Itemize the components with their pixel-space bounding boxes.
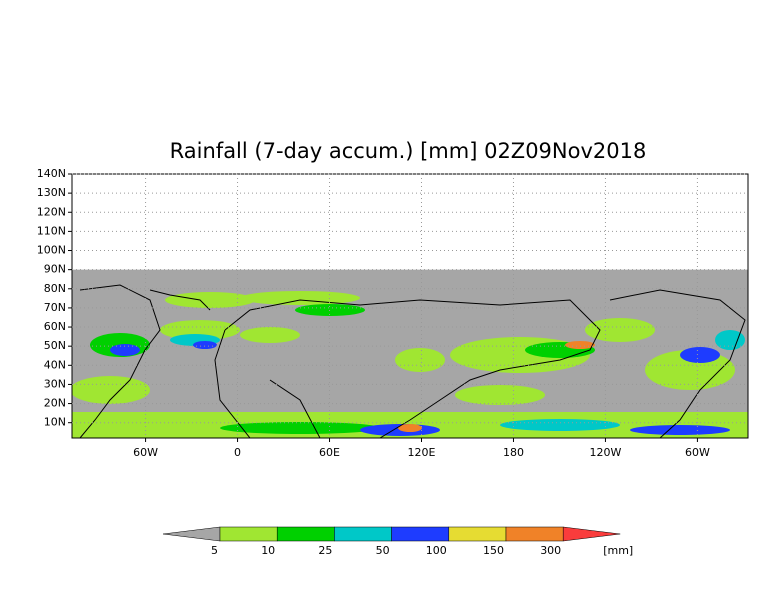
rain-patch: [680, 347, 720, 363]
y-tick-label: 10N: [44, 416, 66, 429]
y-tick-label: 80N: [44, 282, 66, 295]
y-tick-label: 120N: [37, 205, 66, 218]
coastline: [149, 289, 211, 311]
colorbar-label: 150: [483, 544, 504, 557]
x-tick-label: 0: [234, 446, 241, 459]
rain-patch: [500, 419, 620, 431]
colorbar-label: 100: [426, 544, 447, 557]
axes: 10N 20N 30N 40N 50N 60N 70N 80N 90N 100N 110N 120N 1…: [37, 167, 748, 459]
coastline: [214, 329, 321, 438]
colorbar-unit: [mm]: [603, 544, 633, 557]
colorbar-over: [562, 526, 621, 542]
colorbar-box: [334, 526, 392, 542]
colorbar-label: 300: [540, 544, 561, 557]
colorbar-under: [162, 526, 221, 542]
colorbar-box: [505, 526, 564, 542]
x-tick-label: 120W: [590, 446, 622, 459]
colorbar-box: [391, 526, 450, 542]
y-tick-label: 20N: [44, 397, 66, 410]
rain-patch: [240, 327, 300, 343]
x-tick-label: 180: [503, 446, 524, 459]
coastline: [224, 299, 601, 438]
rain-patch: [565, 341, 595, 349]
coastline: [79, 284, 161, 438]
colorbar-label: 5: [211, 544, 218, 557]
x-tick-label: 60W: [133, 446, 158, 459]
y-tick-label: 50N: [44, 339, 66, 352]
colorbar-box: [276, 526, 335, 542]
rain-patch: [160, 320, 240, 340]
colorbar-label: 10: [261, 544, 275, 557]
colorbar-box: [219, 526, 278, 542]
rain-patch: [240, 291, 360, 305]
rain-patch: [398, 424, 422, 432]
y-tick-label: 90N: [44, 263, 66, 276]
y-tick-label: 70N: [44, 301, 66, 314]
colorbar-label: 50: [376, 544, 390, 557]
coastlines: [79, 284, 746, 438]
y-tick-label: 140N: [37, 167, 66, 180]
rain-patch: [220, 422, 380, 434]
rain-patch: [395, 348, 445, 372]
rain-patch: [585, 318, 655, 342]
x-tick-label: 60W: [685, 446, 710, 459]
rain-patch: [715, 330, 745, 350]
y-tick-label: 40N: [44, 358, 66, 371]
y-tick-label: 110N: [37, 224, 66, 237]
rain-patch: [630, 425, 730, 435]
rain-patch: [72, 376, 150, 404]
x-tick-label: 60E: [319, 446, 340, 459]
colorbar-label: 25: [318, 544, 332, 557]
colorbar: 5 10 25 50 100 150 300 [mm]: [162, 526, 633, 557]
x-tick-label: 120E: [408, 446, 436, 459]
colorbar-box: [448, 526, 507, 542]
y-tick-label: 30N: [44, 377, 66, 390]
plot-frame: [71, 173, 749, 439]
rain-patch: [193, 341, 217, 349]
y-tick-label: 60N: [44, 320, 66, 333]
coastline: [609, 289, 746, 438]
rain-patch: [165, 292, 255, 308]
rain-patch: [455, 385, 545, 405]
map-title: Rainfall (7-day accum.) [mm] 02Z09Nov201…: [170, 139, 647, 163]
y-tick-label: 130N: [37, 186, 66, 199]
y-tick-label: 100N: [37, 244, 66, 257]
rain-patch: [110, 344, 140, 356]
